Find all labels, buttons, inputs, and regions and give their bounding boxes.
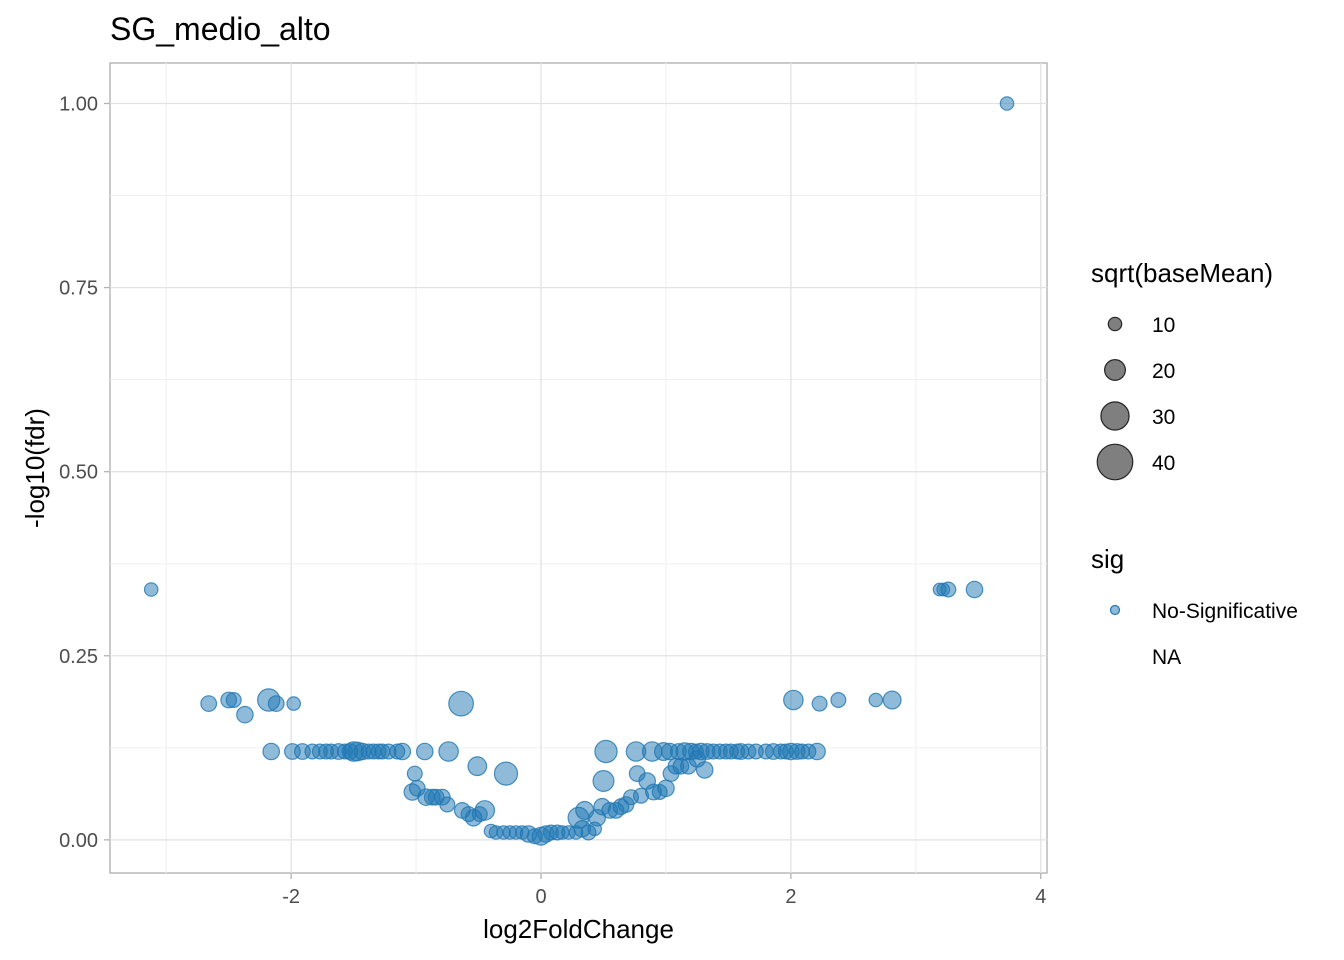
- x-tick-label: 0: [535, 886, 546, 908]
- size-legend-label: 30: [1152, 406, 1175, 429]
- data-point: [474, 800, 496, 821]
- y-axis-ticks: 0.00 0.25 0.50 0.75 1.00: [59, 94, 110, 852]
- data-point: [999, 96, 1015, 111]
- color-legend: sig No-Significative NA: [1091, 544, 1298, 669]
- data-point: [439, 796, 456, 813]
- plot-panel-border: [109, 62, 1048, 874]
- data-point: [143, 582, 159, 597]
- data-point: [262, 742, 280, 761]
- data-point: [225, 691, 242, 708]
- legend-label-na: NA: [1152, 646, 1181, 669]
- data-point: [695, 761, 714, 779]
- grid-major: [110, 63, 1047, 873]
- size-legend-key: [1103, 359, 1126, 382]
- y-tick-label: 0.00: [59, 830, 98, 852]
- data-point: [267, 695, 285, 712]
- y-tick-label: 0.25: [59, 646, 98, 668]
- data-points: [143, 96, 1015, 846]
- data-point: [594, 739, 618, 764]
- size-legend-label: 20: [1152, 360, 1175, 383]
- data-point: [286, 696, 301, 711]
- data-point: [393, 742, 412, 761]
- chart-title: SG_medio_alto: [110, 11, 331, 47]
- y-tick-label: 1.00: [59, 94, 98, 116]
- size-legend-items: 10 20 30 40: [1096, 314, 1175, 481]
- size-legend-key: [1096, 443, 1134, 481]
- data-point: [965, 580, 984, 599]
- size-legend-label: 10: [1152, 314, 1175, 337]
- data-point: [415, 742, 434, 761]
- y-axis-title: -log10(fdr): [20, 408, 50, 528]
- data-point: [592, 769, 615, 792]
- data-point: [783, 689, 804, 711]
- size-legend-key: [1100, 401, 1130, 431]
- data-point: [811, 695, 828, 712]
- x-tick-label: 4: [1035, 886, 1046, 908]
- size-legend-key: [1107, 316, 1123, 332]
- data-point: [657, 779, 675, 798]
- plot-panel: [109, 62, 1048, 874]
- size-legend: sqrt(baseMean) 10 20 30 40: [1091, 258, 1273, 481]
- data-point: [236, 705, 254, 724]
- legend-key-no-significative: [1109, 604, 1121, 616]
- data-point: [200, 695, 218, 712]
- data-point: [868, 692, 884, 708]
- data-point: [406, 765, 423, 782]
- x-tick-label: 2: [785, 886, 796, 908]
- data-point: [448, 690, 475, 717]
- color-legend-title: sig: [1091, 544, 1124, 574]
- x-axis-ticks: -2 0 2 4: [282, 873, 1046, 908]
- x-tick-label: -2: [282, 886, 300, 908]
- data-point: [808, 742, 826, 761]
- data-point: [882, 690, 902, 710]
- legend-label-no-significative: No-Significative: [1152, 600, 1298, 623]
- data-point: [940, 581, 957, 598]
- y-tick-label: 0.50: [59, 462, 98, 484]
- data-point: [467, 756, 488, 777]
- size-legend-title: sqrt(baseMean): [1091, 258, 1273, 288]
- data-point: [493, 761, 519, 786]
- size-legend-label: 40: [1152, 452, 1175, 475]
- data-point: [830, 691, 847, 708]
- x-axis-title: log2FoldChange: [483, 914, 674, 944]
- data-point: [438, 741, 459, 762]
- y-tick-label: 0.75: [59, 278, 98, 300]
